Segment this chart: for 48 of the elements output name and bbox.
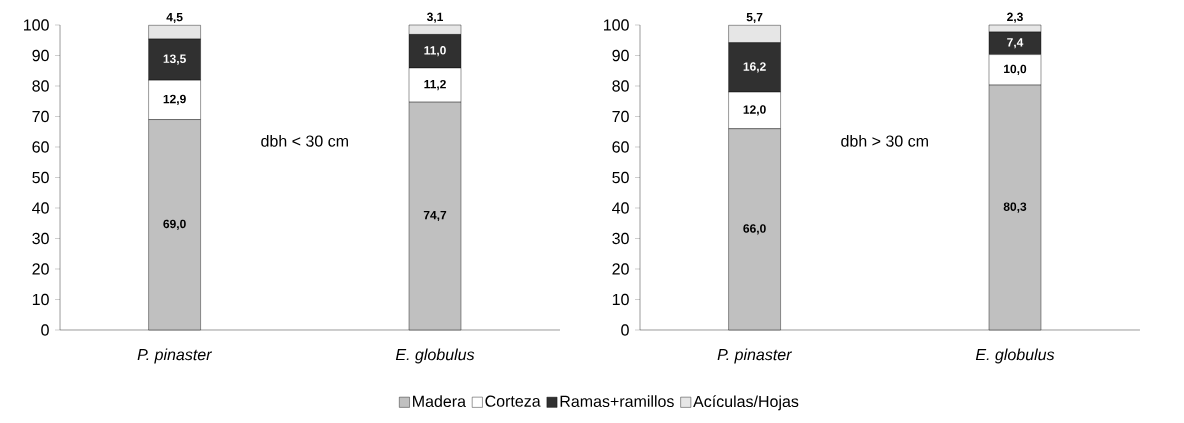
y-tick-label: 50 <box>32 171 49 184</box>
y-tick-label: 40 <box>612 202 629 214</box>
legend-label: Corteza <box>485 395 541 407</box>
y-tick-label: 30 <box>32 232 49 245</box>
legend-label: Acículas/Hojas <box>693 395 799 411</box>
data-label: 10,0 <box>1004 64 1027 75</box>
y-tick-label: 80 <box>612 80 629 92</box>
data-label: 80,3 <box>1003 202 1027 213</box>
y-tick-label: 100 <box>604 19 629 31</box>
data-label: 74,7 <box>423 211 447 222</box>
data-label: 11,0 <box>424 46 446 57</box>
y-tick-label: 0 <box>41 324 49 336</box>
y-tick-label: 10 <box>612 293 629 306</box>
data-label: 12,0 <box>743 105 766 116</box>
data-label: 69,0 <box>163 219 186 230</box>
y-tick-label: 20 <box>612 263 629 275</box>
x-tick-label: P. pinaster <box>717 348 793 364</box>
y-tick-label: 60 <box>32 141 49 153</box>
data-label: 4,5 <box>166 12 183 24</box>
data-label: 13,5 <box>163 54 186 65</box>
data-label: 7,4 <box>1007 38 1024 49</box>
y-tick-label: 30 <box>612 232 629 245</box>
y-tick-label: 70 <box>32 110 49 123</box>
y-tick-label: 70 <box>612 110 629 123</box>
y-tick-label: 10 <box>32 293 49 306</box>
data-label: 11,2 <box>424 79 446 91</box>
y-tick-label: 0 <box>621 324 629 336</box>
data-label: 5,7 <box>746 12 763 24</box>
data-label: 2,3 <box>1007 12 1023 23</box>
y-tick-label: 90 <box>612 49 629 62</box>
y-tick-label: 60 <box>612 141 629 153</box>
legend-label: Ramas+ramillos <box>560 395 674 408</box>
y-tick-label: 40 <box>32 202 49 214</box>
x-tick-label: E. globulus <box>395 348 475 364</box>
data-label: 12,9 <box>163 94 186 105</box>
data-label: 16,2 <box>743 62 766 73</box>
x-tick-label: P. pinaster <box>137 348 213 364</box>
annotation: dbh > 30 cm <box>841 135 928 147</box>
annotation: dbh < 30 cm <box>261 135 348 147</box>
y-tick-label: 100 <box>24 19 49 31</box>
y-tick-label: 80 <box>32 80 49 92</box>
y-tick-label: 20 <box>32 263 49 275</box>
legend-label: Madera <box>413 395 466 408</box>
data-label: 3,1 <box>426 12 444 23</box>
y-tick-label: 90 <box>32 49 49 62</box>
data-label: 66,0 <box>743 224 766 235</box>
y-tick-label: 50 <box>612 171 629 184</box>
x-tick-label: E. globulus <box>975 348 1055 364</box>
